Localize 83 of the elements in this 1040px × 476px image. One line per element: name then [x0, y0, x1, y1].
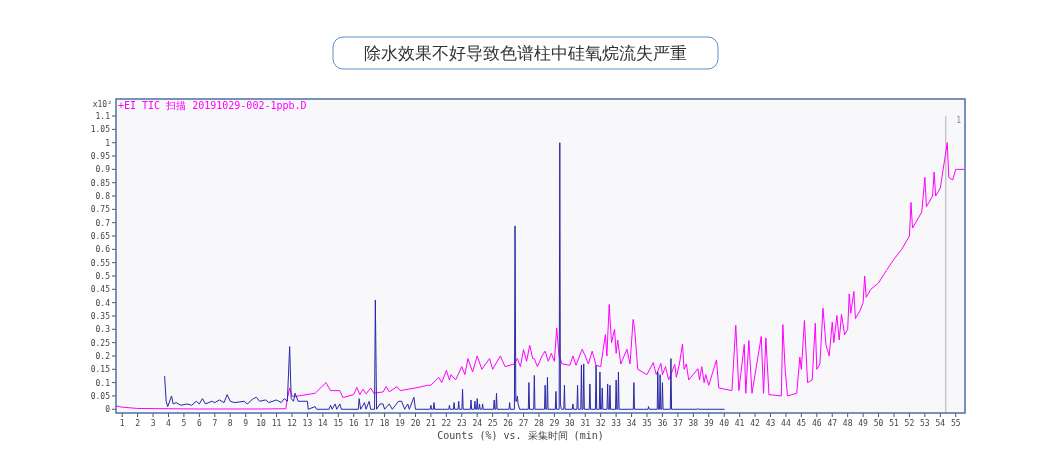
x-tick-label: 37 [673, 419, 683, 428]
x-tick-label: 24 [472, 419, 483, 428]
y-tick-label: 0.65 [90, 232, 111, 242]
x-tick-label: 19 [395, 419, 406, 428]
x-axis-title: Counts (%) vs. 采集时间 (min) [437, 430, 604, 441]
y-tick-label: 0.8 [95, 192, 111, 202]
y-tick-label: 0.1 [95, 378, 111, 388]
y-tick-label: 0.45 [90, 285, 111, 295]
x-tick-label: 54 [935, 419, 946, 428]
y-tick-label: 0.9 [95, 165, 111, 175]
x-tick-label: 30 [565, 419, 575, 428]
y-tick-label: 0.2 [95, 351, 111, 361]
x-tick-label: 47 [827, 419, 838, 428]
y-tick-label: 1 [105, 138, 111, 148]
x-tick-label: 4 [166, 419, 172, 428]
x-tick-label: 7 [212, 419, 218, 428]
x-tick-label: 28 [534, 419, 544, 428]
y-tick-label: 0.95 [90, 152, 111, 162]
x-tick-label: 33 [611, 419, 622, 428]
y-axis-title: x10² [92, 100, 112, 109]
x-tick-label: 25 [487, 419, 498, 428]
x-tick-label: 20 [410, 419, 421, 428]
y-tick-label: 0.05 [90, 391, 111, 401]
x-tick-label: 35 [642, 419, 653, 428]
x-tick-label: 6 [196, 419, 202, 428]
text: +EI TIC 扫描 20191029-002-1ppb.D [118, 100, 307, 111]
x-tick-label: 52 [904, 419, 915, 428]
y-tick-label: 0.7 [95, 218, 111, 228]
y-tick-label: 0.35 [90, 311, 111, 321]
x-tick-label: 51 [889, 419, 899, 428]
y-tick-label: 0 [105, 405, 111, 415]
y-tick-label: 0.3 [95, 325, 111, 335]
x-tick-label: 50 [873, 419, 884, 428]
y-tick-label: 0.6 [95, 245, 111, 255]
x-tick-label: 32 [595, 419, 606, 428]
x-tick-label: 15 [333, 419, 344, 428]
x-tick-label: 18 [379, 419, 390, 428]
x-tick-label: 3 [150, 419, 156, 428]
x-tick-label: 9 [243, 419, 249, 428]
x-tick-label: 39 [703, 419, 714, 428]
x-tick-label: 41 [734, 419, 745, 428]
x-tick-label: 31 [580, 419, 591, 428]
x-tick-label: 13 [302, 419, 313, 428]
x-tick-label: 5 [181, 419, 187, 428]
annotation: 1 [956, 116, 962, 125]
y-tick-label: 0.4 [95, 298, 111, 308]
x-tick-label: 22 [441, 419, 452, 428]
x-tick-label: 27 [518, 419, 529, 428]
y-tick-label: 0.25 [90, 338, 111, 348]
x-tick-label: 48 [842, 419, 853, 428]
x-tick-label: 26 [503, 419, 514, 428]
x-tick-label: 55 [950, 419, 961, 428]
y-tick-label: 0.5 [95, 271, 111, 281]
x-tick-label: 49 [858, 419, 869, 428]
x-tick-label: 29 [549, 419, 560, 428]
x-tick-label: 14 [318, 419, 328, 428]
x-tick-label: 2 [135, 419, 141, 428]
x-tick-label: 21 [426, 419, 436, 428]
x-tick-label: 38 [688, 419, 699, 428]
chart-title: 除水效果不好导致色谱柱中硅氧烷流失严重 [364, 43, 687, 63]
y-tick-label: 0.85 [90, 178, 111, 188]
x-tick-label: 1 [119, 419, 125, 428]
x-tick-label: 44 [781, 419, 791, 428]
x-tick-label: 40 [719, 419, 730, 428]
x-tick-label: 36 [657, 419, 668, 428]
x-tick-label: 42 [750, 419, 761, 428]
x-tick-label: 12 [287, 419, 297, 428]
x-tick-label: 11 [271, 419, 282, 428]
x-tick-label: 23 [456, 419, 467, 428]
y-tick-label: 1.1 [95, 112, 111, 122]
x-tick-label: 43 [765, 419, 776, 428]
x-tick-label: 16 [348, 419, 359, 428]
x-tick-label: 53 [920, 419, 930, 428]
y-tick-label: 1.05 [90, 125, 111, 135]
x-tick-label: 45 [796, 419, 807, 428]
x-tick-label: 10 [256, 419, 267, 428]
y-tick-label: 0.15 [90, 365, 111, 375]
y-tick-label: 0.55 [90, 258, 111, 268]
x-tick-label: 17 [364, 419, 375, 428]
x-tick-label: 8 [227, 419, 233, 428]
x-tick-label: 34 [626, 419, 637, 428]
y-tick-label: 0.75 [90, 205, 111, 215]
x-tick-label: 46 [811, 419, 822, 428]
